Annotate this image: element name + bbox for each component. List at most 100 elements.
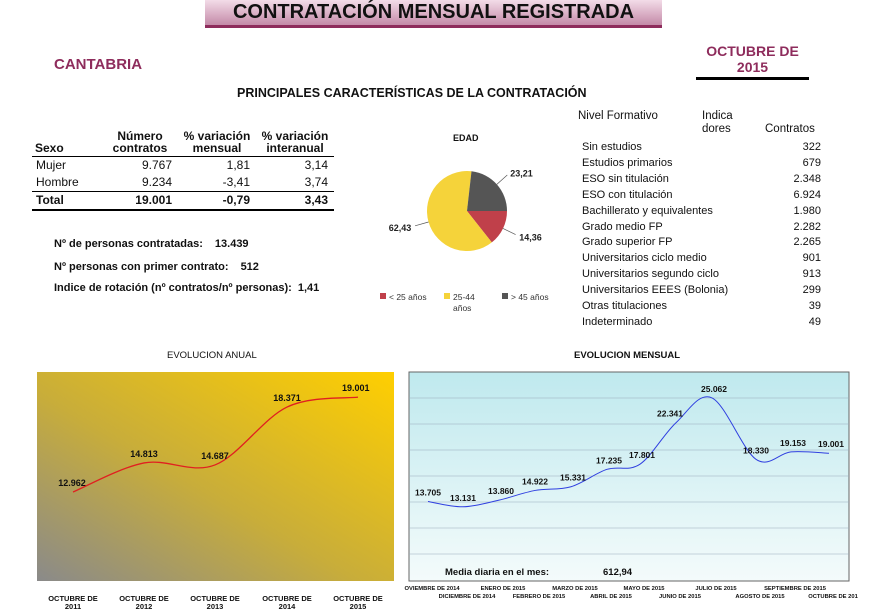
annual-x-tick: OCTUBRE DE <box>190 594 240 603</box>
monthly-data-label: 18.330 <box>743 445 769 455</box>
monthly-x-tick: MARZO DE 2015 <box>552 586 598 592</box>
annual-data-label: 19.001 <box>342 383 370 393</box>
legend-swatch <box>444 293 450 299</box>
education-contracts: 322 <box>802 141 821 153</box>
period-month: OCTUBRE DE <box>706 43 799 59</box>
pie-title: EDAD <box>453 133 479 143</box>
education-contracts: 679 <box>802 156 821 169</box>
pie-slice <box>467 171 507 211</box>
row-yearly: 3,74 <box>304 175 328 189</box>
legend-label: 25-44 <box>453 292 475 302</box>
table-row: Mujer 9.767 1,81 3,14 <box>32 157 334 175</box>
annual-x-tick-year: 2012 <box>136 602 153 611</box>
monthly-x-tick: OVIEMBRE DE 2014 <box>404 586 460 592</box>
legend-label: < 25 años <box>389 292 427 302</box>
education-contracts: 2.265 <box>793 236 821 249</box>
monthly-x-tick: OCTUBRE DE 201 <box>808 594 858 600</box>
stat-label: Nº personas con primer contrato: <box>54 261 229 273</box>
annual-x-tick: OCTUBRE DE <box>333 594 383 603</box>
monthly-x-tick: ENERO DE 2015 <box>481 586 527 592</box>
period-year: 2015 <box>736 59 769 75</box>
annual-data-label: 14.687 <box>201 451 229 461</box>
annual-line-chart: 12.962 14.813 14.687 18.371 19.001 OCTUBRE DE… <box>37 372 394 611</box>
annual-x-tick-year: 2013 <box>207 602 224 611</box>
monthly-data-label: 13.860 <box>488 486 514 496</box>
annual-x-tick-year: 2015 <box>350 602 367 611</box>
stat-rotation: Indice de rotación (nº contratos/nº pers… <box>54 282 319 294</box>
table-row: Universitarios segundo ciclo 913 <box>579 267 824 283</box>
education-level: Universitarios segundo ciclo <box>582 268 719 281</box>
row-monthly: -3,41 <box>222 175 250 189</box>
annual-x-tick-year: 2014 <box>279 602 297 611</box>
table-row: Grado medio FP 2.282 <box>579 220 824 236</box>
monthly-x-tick: AGOSTO DE 2015 <box>735 594 785 600</box>
education-contracts: 39 <box>808 300 821 313</box>
annual-chart-title: EVOLUCION ANUAL <box>167 350 257 361</box>
education-contracts: 2.348 <box>793 172 821 185</box>
row-label: Total <box>32 191 102 210</box>
education-level: Universitarios EEES (Bolonia) <box>582 284 729 297</box>
table-row-total: Total 19.001 -0,79 3,43 <box>32 191 334 210</box>
education-level: ESO sin titulación <box>582 172 669 185</box>
monthly-x-tick: DICIEMBRE DE 2014 <box>439 594 496 600</box>
stat-label: Nº de personas contratadas: <box>54 238 203 250</box>
monthly-data-label: 25.062 <box>701 384 727 394</box>
monthly-plot-area <box>408 371 850 582</box>
education-level: Bachillerato y equivalentes <box>582 204 713 217</box>
row-monthly: 1,81 <box>226 158 250 172</box>
col-sexo: Sexo <box>32 130 102 157</box>
monthly-data-label: 13.705 <box>415 488 441 498</box>
education-contracts: 901 <box>802 252 821 265</box>
table-row: Indeterminado 49 <box>579 315 824 331</box>
table-row: Universitarios EEES (Bolonia) 299 <box>579 283 824 299</box>
monthly-data-label: 17.235 <box>596 455 622 465</box>
annual-series-line <box>72 396 359 493</box>
stat-value: 13.439 <box>214 238 249 250</box>
table-row: ESO con titulación 6.924 <box>579 188 824 204</box>
monthly-data-label: 22.341 <box>657 409 683 419</box>
annual-x-tick: OCTUBRE DE <box>119 594 169 603</box>
education-level: Sin estudios <box>582 141 642 153</box>
education-table: Sin estudios 322 Estudios primarios 679 ESO … <box>579 140 824 331</box>
education-header: Nivel Formativo Indica dores Contratos <box>578 110 818 138</box>
education-contracts: 1.980 <box>793 204 821 217</box>
monthly-x-tick: SEPTIEMBRE DE 2015 <box>764 586 827 592</box>
table-row: Estudios primarios 679 <box>579 156 824 172</box>
table-row: ESO sin titulación 2.348 <box>579 172 824 188</box>
table-row: Otras titulaciones 39 <box>579 299 824 315</box>
row-yearly: 3,14 <box>304 158 328 172</box>
education-level: Estudios primarios <box>582 156 673 169</box>
annual-data-label: 14.813 <box>130 449 158 459</box>
row-label: Hombre <box>36 175 79 189</box>
education-level: Indeterminado <box>582 315 653 328</box>
page-title: CONTRATACIÓN MENSUAL REGISTRADA <box>205 0 662 28</box>
monthly-data-label: 14.922 <box>522 476 548 486</box>
pie-data-label: 14,36 <box>519 232 542 242</box>
table-row: Sin estudios 322 <box>579 140 824 156</box>
pie-leader-line <box>496 174 508 185</box>
monthly-chart-title: EVOLUCION MENSUAL <box>574 350 681 361</box>
monthly-x-tick: JULIO DE 2015 <box>695 586 737 592</box>
stat-label: Indice de rotación (nº contratos/nº pers… <box>54 282 292 294</box>
monthly-data-label: 15.331 <box>560 473 586 483</box>
monthly-x-tick: MAYO DE 2015 <box>623 586 665 592</box>
row-monthly: -0,79 <box>178 191 256 210</box>
monthly-x-tick: ABRIL DE 2015 <box>590 594 633 600</box>
monthly-data-label: 19.153 <box>780 438 806 448</box>
annual-data-label: 18.371 <box>273 393 301 403</box>
education-contracts: 299 <box>802 284 821 297</box>
col-contratos: Contratos <box>765 123 815 135</box>
section-subtitle: PRINCIPALES CARACTERÍSTICAS DE LA CONTRA… <box>237 86 587 100</box>
table-row: Bachillerato y equivalentes 1.980 <box>579 204 824 220</box>
table-row: Grado superior FP 2.265 <box>579 235 824 251</box>
annual-x-tick: OCTUBRE DE <box>48 594 98 603</box>
education-level: Otras titulaciones <box>582 300 667 313</box>
monthly-series-line <box>427 396 830 508</box>
period-label: OCTUBRE DE 2015 <box>696 43 809 80</box>
monthly-x-tick: FEBRERO DE 2015 <box>513 594 566 600</box>
legend-swatch <box>502 293 508 299</box>
education-level: Grado superior FP <box>582 236 673 249</box>
row-contracts: 19.001 <box>102 191 178 210</box>
legend-label-line2: años <box>453 303 471 313</box>
